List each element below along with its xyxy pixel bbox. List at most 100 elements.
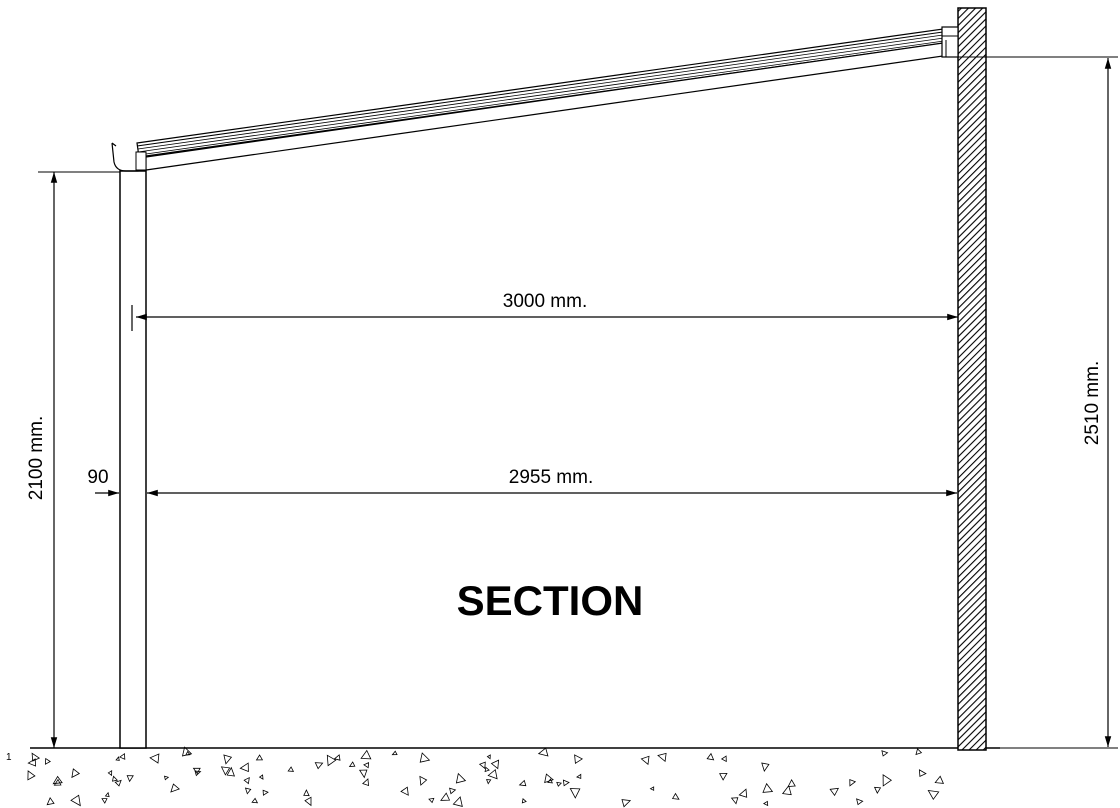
wall-height-label: 2510 mm. xyxy=(1082,361,1103,445)
drawing-title: SECTION xyxy=(457,577,644,624)
gravel-stone xyxy=(485,779,492,785)
gravel-stone xyxy=(829,787,840,797)
gravel-stone xyxy=(362,778,370,787)
gravel-stone xyxy=(243,777,250,785)
gravel-stone xyxy=(358,769,368,779)
gravel-stone xyxy=(170,783,180,793)
gravel-stone xyxy=(719,772,728,781)
gravel-stone xyxy=(478,761,486,770)
post-height-label: 2100 mm. xyxy=(26,416,47,500)
gravel-stone xyxy=(226,766,236,777)
gravel-stone xyxy=(223,754,233,765)
gravel-stone xyxy=(115,756,120,761)
gravel-stone xyxy=(730,797,739,805)
roof-panel xyxy=(136,27,953,158)
gravel-stone xyxy=(333,754,341,761)
gravel-stone xyxy=(326,754,337,767)
gravel-stone xyxy=(873,786,882,794)
gravel-stone xyxy=(419,752,431,763)
gravel-stone xyxy=(27,758,37,767)
gravel-stone xyxy=(44,757,51,765)
gravel-stone xyxy=(518,779,527,787)
gravel-stone xyxy=(220,766,231,776)
ground-mark: 1 xyxy=(6,752,12,763)
gravel-stone xyxy=(149,753,160,764)
gravel-stone xyxy=(455,772,467,784)
gravel-stone xyxy=(314,762,324,770)
gravel-stone xyxy=(104,791,110,798)
gravel-stone xyxy=(537,747,549,757)
gravel-stone xyxy=(244,787,252,795)
gravel-stone xyxy=(490,759,500,770)
gravel-stone xyxy=(119,752,126,760)
gravel-stone xyxy=(360,749,372,760)
gravel-stone xyxy=(787,778,796,787)
post-width-label: 90 xyxy=(87,467,108,488)
gravel-stone xyxy=(114,779,122,787)
dimension-post-height: 2100 mm. xyxy=(26,171,120,748)
gravel-stone xyxy=(569,788,581,799)
gravel-stone xyxy=(706,752,715,761)
gravel-stone xyxy=(194,770,202,777)
gravel-stone xyxy=(107,769,113,777)
span-total-label: 3000 mm. xyxy=(503,291,587,312)
gravel-stone xyxy=(762,782,774,793)
gravel-stone xyxy=(391,750,398,756)
gravel-stone xyxy=(640,755,650,766)
gravel-stone xyxy=(521,798,527,804)
gravel-stone xyxy=(181,746,193,757)
gravel-stone xyxy=(348,761,356,767)
post xyxy=(119,170,147,749)
gravel-stone xyxy=(576,773,582,779)
gravel-stone xyxy=(163,775,170,781)
gravel-stone xyxy=(262,789,269,796)
gravel-stone xyxy=(856,798,864,806)
gravel-stone xyxy=(363,762,370,769)
gravel-stone xyxy=(304,796,312,807)
gravel-stone xyxy=(126,775,134,783)
gravel-stone xyxy=(53,778,62,786)
dimension-span-clear: 2955 mm. xyxy=(147,467,957,497)
gravel-stone xyxy=(671,792,680,800)
gravel-stone xyxy=(881,750,889,757)
gravel-stone xyxy=(762,800,769,807)
gravel-stone xyxy=(70,794,81,807)
gravel-stone xyxy=(915,748,923,756)
gravel-stone xyxy=(287,766,295,772)
gravel-stone xyxy=(621,799,632,808)
gravel-stone xyxy=(484,766,490,773)
dimension-span-total: 3000 mm. xyxy=(131,291,958,331)
dimension-wall-height: 2510 mm. xyxy=(958,56,1118,749)
gravel-stone xyxy=(428,797,435,804)
gravel-stone xyxy=(251,797,259,804)
gravel-stone xyxy=(781,784,792,796)
gravel-stone xyxy=(52,775,63,785)
gravel-stone xyxy=(303,789,310,797)
gravel-stone xyxy=(738,788,748,798)
gravel-stone xyxy=(486,754,491,760)
roof-beam xyxy=(145,41,951,171)
wall-bracket xyxy=(941,26,959,58)
gravel-stone xyxy=(452,796,463,807)
gravel-stone xyxy=(927,789,940,801)
gravel-stone xyxy=(255,754,264,761)
gravel-stone xyxy=(918,769,927,778)
gravel-stone xyxy=(111,775,119,782)
gravel-stone xyxy=(556,781,563,787)
dimension-post-width: 90 xyxy=(87,467,119,497)
gravel-stone xyxy=(849,779,857,787)
gravel-stone xyxy=(487,768,498,780)
gravel-stone xyxy=(101,798,108,804)
gravel-stone xyxy=(720,755,727,763)
wall xyxy=(957,7,987,751)
gravel-stone xyxy=(71,768,81,779)
gravel-stone xyxy=(419,775,428,786)
beam-end-cap xyxy=(135,151,147,171)
gravel-stone xyxy=(27,770,36,781)
gravel-stone xyxy=(574,754,583,764)
gravel-stone xyxy=(449,787,457,795)
gravel-stone xyxy=(934,775,945,784)
gravel-pattern xyxy=(27,746,945,808)
gravel-stone xyxy=(258,774,264,780)
gravel-stone xyxy=(400,786,409,796)
